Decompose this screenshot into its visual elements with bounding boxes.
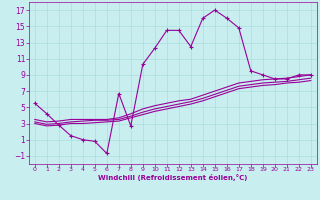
X-axis label: Windchill (Refroidissement éolien,°C): Windchill (Refroidissement éolien,°C) (98, 174, 247, 181)
